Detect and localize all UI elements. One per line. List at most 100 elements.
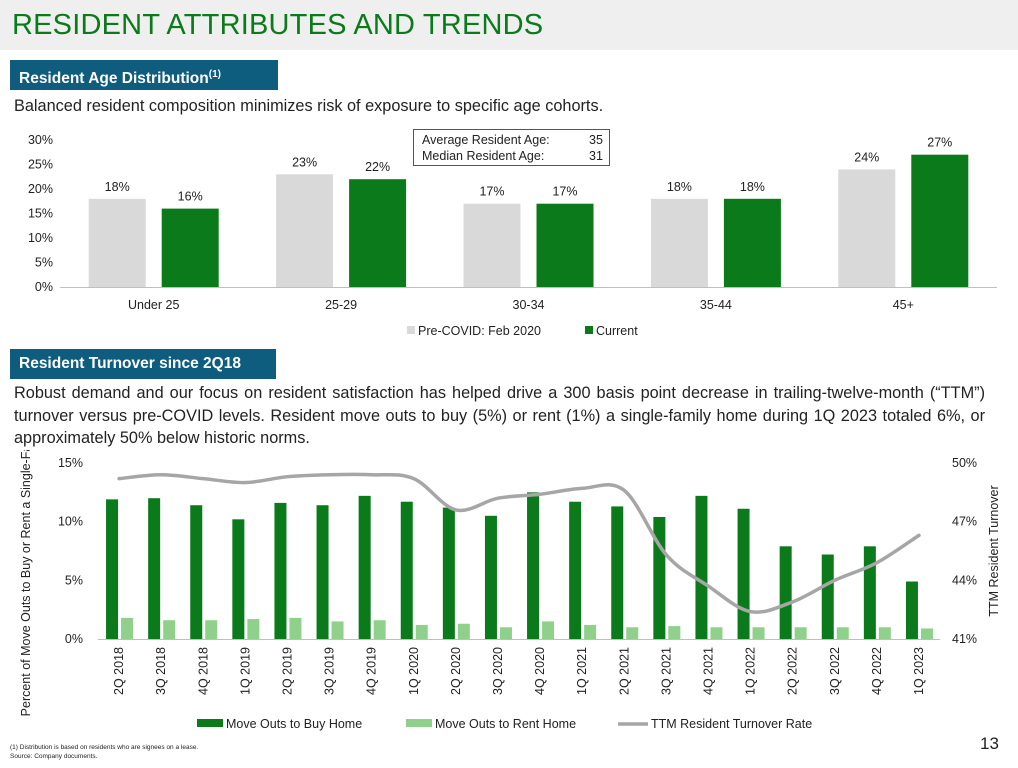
section-header-age-footnote-mark: (1) [208, 69, 221, 80]
ttm-turnover-line [117, 472, 921, 614]
age-bar [650, 198, 708, 287]
age-ytick-label: 0% [35, 280, 53, 294]
age-bar-label: 17% [552, 185, 577, 199]
rent-home-bar [331, 621, 344, 639]
age-bar-label: 17% [479, 185, 504, 199]
buy-home-bar [316, 505, 329, 639]
age-bar [88, 198, 146, 287]
age-bar [911, 154, 969, 287]
footnote-source: Source: Company documents. [10, 753, 98, 760]
turnover-ytick-label: 0% [65, 632, 83, 646]
turnover-ytick-label: 10% [58, 515, 83, 529]
buy-home-bar [863, 546, 876, 639]
age-bar [161, 208, 219, 287]
section-header-age-label: Resident Age Distribution [19, 70, 209, 87]
age-bar-label: 16% [178, 190, 203, 204]
turnover-category-label: 1Q 2023 [912, 647, 926, 695]
buy-home-bar [779, 546, 792, 639]
turnover-y2tick-label: 50% [952, 456, 977, 470]
rent-home-bar [794, 627, 807, 639]
buy-home-bar [821, 554, 834, 639]
rent-home-bar [836, 627, 849, 639]
turnover-category-label: 4Q 2021 [701, 647, 715, 695]
section-header-age: Resident Age Distribution(1) [10, 60, 278, 90]
turnover-ylabel: Percent of Move Outs to Buy or Rent a Si… [19, 450, 33, 716]
turnover-category-label: 2Q 2020 [449, 647, 463, 695]
turnover-y2tick-label: 41% [952, 632, 977, 646]
page-number: 13 [980, 734, 999, 753]
buy-home-bar [358, 495, 371, 639]
turnover-category-label: 1Q 2021 [575, 647, 589, 695]
turnover-category-label: 3Q 2021 [659, 647, 673, 695]
age-bar [723, 198, 781, 287]
rent-home-bar [710, 627, 723, 639]
age-bar-label: 18% [105, 180, 130, 194]
buy-home-bar [527, 492, 540, 639]
turnover-category-label: 4Q 2022 [870, 647, 884, 695]
age-ytick-label: 25% [28, 158, 53, 172]
turnover-category-label: 1Q 2019 [238, 647, 252, 695]
average-age-row: Average Resident Age: 35 [422, 132, 603, 148]
age-bar-label: 18% [740, 180, 765, 194]
legend-rent-swatch [406, 719, 432, 727]
age-ytick-label: 15% [28, 207, 53, 221]
buy-home-bar [274, 502, 287, 639]
turnover-ytick-label: 5% [65, 573, 83, 587]
buy-home-bar [737, 508, 750, 639]
turnover-category-label: 2Q 2021 [617, 647, 631, 695]
turnover-category-label: 3Q 2019 [323, 647, 337, 695]
buy-home-bar [190, 505, 203, 639]
legend-rent-label: Move Outs to Rent Home [435, 717, 576, 731]
page-title: RESIDENT ATTRIBUTES AND TRENDS [12, 9, 544, 41]
rent-home-bar [668, 626, 681, 639]
age-bar-label: 18% [667, 180, 692, 194]
buy-home-bar [232, 519, 245, 639]
turnover-ytick-label: 15% [58, 456, 83, 470]
turnover-chart: 0% 5% 10% 15% 41% 44% 47% 50% 2Q 2018 3Q 2018 4Q 2… [19, 450, 1001, 731]
age-category-label: 30-34 [513, 298, 545, 312]
age-bar [276, 174, 334, 287]
turnover-category-label: 4Q 2020 [533, 647, 547, 695]
age-category-label: 35-44 [700, 298, 732, 312]
rent-home-bar [373, 620, 386, 639]
section-header-turnover-label: Resident Turnover since 2Q18 [19, 355, 241, 372]
age-category-label: 45+ [893, 298, 914, 312]
footnote-1: (1) Distribution is based on residents w… [10, 744, 199, 751]
turnover-category-label: 3Q 2018 [154, 647, 168, 695]
rent-home-bar [121, 617, 134, 639]
buy-home-bar [695, 495, 708, 639]
median-age-label: Median Resident Age: [422, 149, 545, 163]
title-bar: RESIDENT ATTRIBUTES AND TRENDS [0, 0, 1018, 50]
age-subtitle: Balanced resident composition minimizes … [14, 97, 604, 115]
turnover-y2tick-label: 44% [952, 573, 977, 587]
buy-home-bar [148, 498, 161, 639]
age-ytick-label: 10% [28, 231, 53, 245]
turnover-y2tick-label: 47% [952, 515, 977, 529]
buy-home-bar [611, 506, 624, 639]
turnover-category-label: 1Q 2022 [744, 647, 758, 695]
turnover-category-label: 4Q 2019 [365, 647, 379, 695]
average-age-value: 35 [589, 133, 603, 147]
age-distribution-chart: 0% 5% 10% 15% 20% 25% 30% 18% 16% Under 25 23% 22% 2… [28, 133, 997, 338]
turnover-category-label: 2Q 2018 [112, 647, 126, 695]
rent-home-bar [878, 627, 891, 639]
age-ytick-label: 30% [28, 133, 53, 147]
age-bar-label: 22% [365, 160, 390, 174]
median-age-row: Median Resident Age: 31 [422, 148, 603, 164]
buy-home-bar [442, 507, 455, 639]
buy-home-bar [400, 501, 413, 639]
rent-home-bar [163, 620, 176, 639]
age-bar [536, 203, 594, 287]
rent-home-bar [457, 623, 470, 639]
age-bar-label: 27% [927, 136, 952, 150]
section-header-turnover: Resident Turnover since 2Q18 [10, 349, 276, 379]
turnover-category-label: 3Q 2022 [828, 647, 842, 695]
rent-home-bar [247, 619, 260, 639]
age-bar [349, 179, 407, 287]
rent-home-bar [626, 627, 639, 639]
buy-home-bar [569, 501, 582, 639]
turnover-paragraph: Robust demand and our focus on resident … [14, 384, 985, 447]
turnover-category-label: 1Q 2020 [407, 647, 421, 695]
age-bar-label: 23% [292, 155, 317, 169]
age-legend-label: Current [596, 324, 638, 338]
